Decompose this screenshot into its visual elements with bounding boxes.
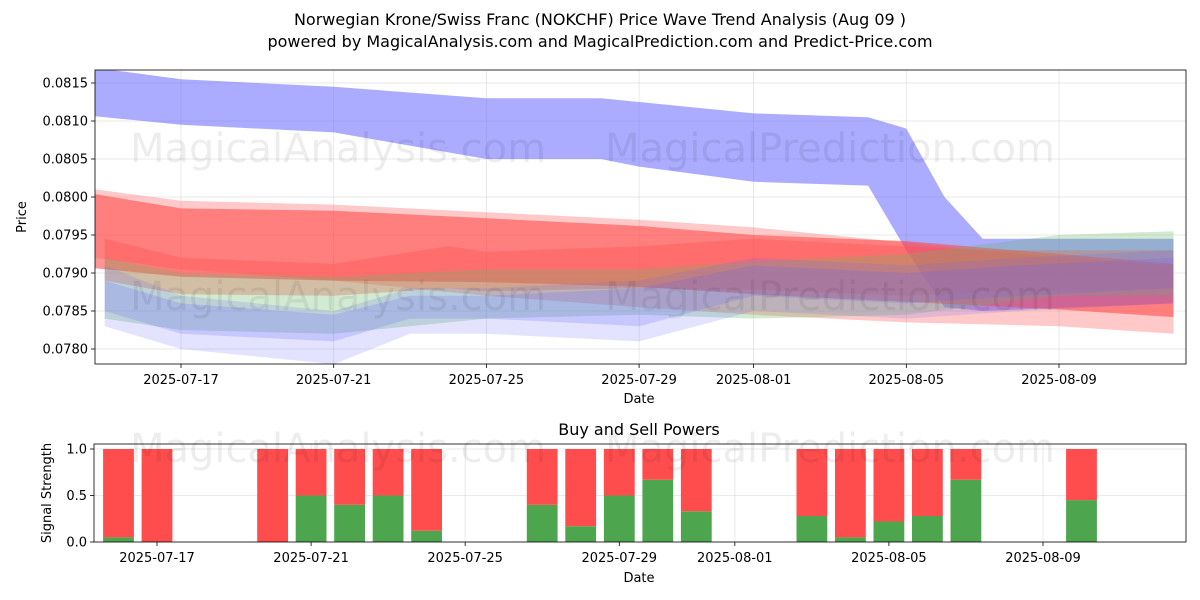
sell-bar bbox=[873, 449, 905, 522]
signal-axis-ticks: 2025-07-17 2025-07-21 2025-07-25 2025-07-29… bbox=[66, 443, 1080, 567]
buy-bar bbox=[835, 537, 866, 542]
sell-bar bbox=[372, 449, 404, 496]
y-tick-label: 0.0815 bbox=[43, 77, 89, 92]
buy-bar bbox=[912, 516, 943, 542]
x-tick-label: 2025-08-01 bbox=[716, 373, 792, 388]
sell-bar bbox=[835, 449, 866, 538]
signal-x-axis-label: Date bbox=[623, 571, 654, 586]
buy-bar bbox=[372, 495, 404, 542]
sell-bar bbox=[796, 449, 828, 516]
buy-bar bbox=[796, 516, 828, 542]
signal-bars bbox=[103, 449, 1097, 542]
sell-bar bbox=[103, 449, 134, 538]
x-tick-label: 2025-07-25 bbox=[449, 373, 525, 388]
watermark: MagicalPrediction.com bbox=[605, 126, 1055, 172]
y-tick-label: 0.5 bbox=[66, 489, 87, 504]
wave-band-green-4 bbox=[104, 231, 1174, 334]
sell-bar bbox=[1066, 449, 1097, 501]
buy-bar bbox=[103, 537, 134, 542]
sell-bar bbox=[295, 449, 327, 496]
x-tick-label: 2025-07-17 bbox=[119, 551, 195, 566]
sell-bar bbox=[603, 449, 635, 496]
price-axis-ticks: 2025-07-17 2025-07-21 2025-07-25 2025-07-29… bbox=[43, 77, 1097, 389]
sell-bar bbox=[411, 449, 442, 531]
y-tick-label: 0.0795 bbox=[43, 229, 89, 244]
sell-bar bbox=[950, 449, 982, 480]
sell-bar bbox=[257, 449, 288, 542]
sell-bar bbox=[141, 449, 173, 542]
wave-band-blue-0 bbox=[95, 70, 1174, 311]
x-tick-label: 2025-08-05 bbox=[851, 551, 927, 566]
buy-bar bbox=[411, 530, 442, 542]
y-tick-label: 0.0810 bbox=[43, 115, 89, 130]
buy-bar bbox=[295, 495, 327, 542]
sell-bar bbox=[680, 449, 712, 512]
watermark: MagicalAnalysis.com bbox=[130, 426, 546, 472]
wave-band-blue-5 bbox=[104, 250, 1174, 364]
wave-band-red-2 bbox=[95, 189, 1174, 334]
y-tick-label: 0.0780 bbox=[43, 343, 89, 358]
buy-bar bbox=[603, 495, 635, 542]
wave-band-red-3 bbox=[104, 238, 1174, 296]
buy-bar bbox=[680, 511, 712, 542]
wave-band-red-1 bbox=[95, 194, 1174, 318]
chart-title: Norwegian Krone/Swiss Franc (NOKCHF) Pri… bbox=[293, 10, 907, 29]
y-tick-label: 0.0805 bbox=[43, 153, 89, 168]
price-axes-frame bbox=[94, 69, 1187, 365]
y-tick-label: 0.0790 bbox=[43, 267, 89, 282]
x-tick-label: 2025-07-21 bbox=[273, 551, 349, 566]
sell-bar bbox=[912, 449, 943, 516]
x-tick-label: 2025-07-21 bbox=[296, 373, 372, 388]
y-tick-label: 0.0800 bbox=[43, 191, 89, 206]
buy-bar bbox=[1066, 500, 1097, 542]
x-tick-label: 2025-07-25 bbox=[427, 551, 503, 566]
price-y-axis-label: Price bbox=[15, 201, 30, 233]
watermark: MagicalPrediction.com bbox=[605, 274, 1055, 320]
x-tick-label: 2025-07-29 bbox=[581, 551, 657, 566]
signal-y-axis-label: Signal Strength bbox=[40, 443, 55, 543]
sell-bar bbox=[565, 449, 597, 527]
watermark: MagicalAnalysis.com bbox=[130, 274, 546, 320]
x-tick-label: 2025-07-29 bbox=[601, 373, 677, 388]
y-tick-label: 1.0 bbox=[66, 443, 87, 458]
price-x-axis-label: Date bbox=[623, 392, 654, 407]
buy-bar bbox=[642, 479, 674, 542]
buy-bar bbox=[950, 479, 982, 542]
sell-bar bbox=[526, 449, 558, 505]
x-tick-label: 2025-08-09 bbox=[1021, 373, 1097, 388]
buy-bar bbox=[526, 504, 558, 542]
chart-subtitle: powered by MagicalAnalysis.com and Magic… bbox=[267, 32, 933, 51]
buy-bar bbox=[334, 504, 365, 542]
x-tick-label: 2025-07-17 bbox=[143, 373, 219, 388]
x-tick-label: 2025-08-09 bbox=[1005, 551, 1081, 566]
price-wave-bands bbox=[95, 70, 1174, 364]
y-tick-label: 0.0785 bbox=[43, 305, 89, 320]
signal-axes-frame bbox=[93, 443, 1187, 543]
sell-bar bbox=[642, 449, 674, 480]
sell-bar bbox=[334, 449, 365, 505]
watermark: MagicalAnalysis.com bbox=[130, 126, 546, 172]
x-tick-label: 2025-08-01 bbox=[697, 551, 773, 566]
buy-bar bbox=[873, 521, 905, 542]
buy-bar bbox=[565, 526, 597, 542]
signal-chart-title: Buy and Sell Powers bbox=[558, 420, 720, 439]
wave-band-blue-6 bbox=[104, 257, 1174, 342]
y-tick-label: 0.0 bbox=[66, 536, 87, 551]
watermark: MagicalPrediction.com bbox=[605, 426, 1055, 472]
x-tick-label: 2025-08-05 bbox=[869, 373, 945, 388]
